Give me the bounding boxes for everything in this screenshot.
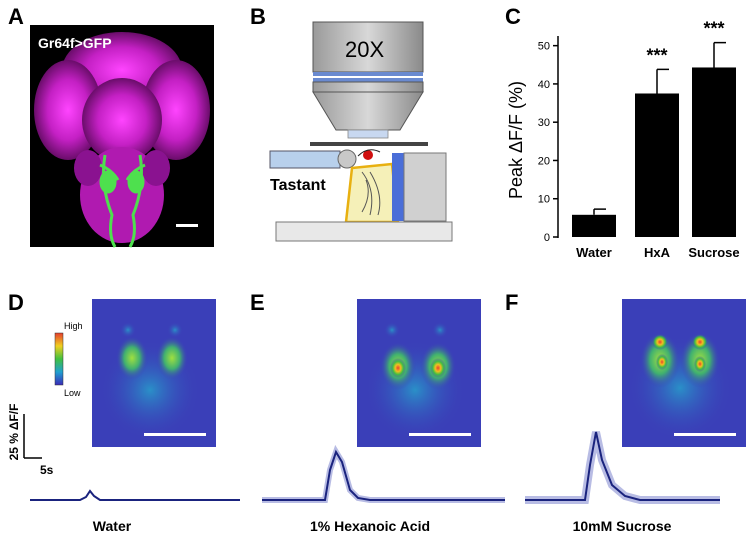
y-tick-label: 30 <box>538 117 550 129</box>
x-tick-label: Water <box>576 245 612 260</box>
condition-label-sucrose: 10mM Sucrose <box>573 518 672 534</box>
y-axis-ticks: 0 10 20 30 40 50 <box>538 41 558 244</box>
tastant-capillary <box>269 150 341 169</box>
proboscis-outline <box>357 149 381 157</box>
panel-label-f: F <box>505 290 518 315</box>
condition-label-water: Water <box>93 518 132 534</box>
colorbar-high-label: High <box>64 321 83 331</box>
scale-y-label: 25 % ΔF/F <box>7 404 21 461</box>
x-tick-label: HxA <box>644 245 671 260</box>
condition-label-hxa: 1% Hexanoic Acid <box>310 518 430 534</box>
heatmap-image <box>622 299 746 447</box>
error-bar-water <box>593 208 606 215</box>
panel-label-b: B <box>250 4 266 29</box>
panel-a: A Gr64f>GFP <box>8 4 214 248</box>
panel-d: D High Low 25 % ΔF/F 5s Water <box>7 290 240 534</box>
panel-f: F 10mM Sucrose <box>505 290 746 534</box>
calcium-trace-water <box>30 489 240 501</box>
y-tick-label: 10 <box>538 194 550 206</box>
gfp-signal <box>99 154 146 248</box>
bars: *** *** <box>572 19 736 237</box>
objective-magnification: 20X <box>345 37 384 62</box>
stage-block <box>403 152 447 222</box>
calcium-trace-sucrose <box>525 431 720 501</box>
colorbar: High Low <box>54 321 83 398</box>
scale-bar <box>176 224 198 227</box>
y-axis-label: Peak ΔF/F (%) <box>506 81 526 199</box>
bar-sucrose <box>692 67 736 237</box>
stage-base <box>275 221 453 242</box>
brain-tissue <box>34 32 210 243</box>
error-bar-hxa <box>656 68 669 94</box>
fly-head <box>337 149 357 169</box>
objective-lens: 20X <box>312 21 424 139</box>
bar-water <box>572 214 616 237</box>
coverslip <box>310 142 428 146</box>
significance-marker: *** <box>703 19 724 39</box>
panel-label-a: A <box>8 4 24 29</box>
y-tick-label: 50 <box>538 41 550 53</box>
significance-marker: *** <box>646 45 667 65</box>
panel-label-d: D <box>8 290 24 315</box>
panel-label-c: C <box>505 4 521 29</box>
panel-b: B 20X Tastant <box>250 4 453 242</box>
trace-scale-bar: 25 % ΔF/F 5s <box>7 404 54 477</box>
x-tick-labels: Water HxA Sucrose <box>576 245 739 260</box>
panel-c: C Peak ΔF/F (%) 0 10 20 30 40 50 *** *** Water… <box>505 4 740 260</box>
x-tick-label: Sucrose <box>688 245 739 260</box>
trace-error-band-hxa <box>262 444 505 503</box>
y-tick-label: 40 <box>538 79 550 91</box>
heatmap-image <box>357 299 481 447</box>
bar-hxa <box>635 93 679 237</box>
y-tick-label: 20 <box>538 155 550 167</box>
fly-body <box>361 171 381 216</box>
fly-eye <box>363 150 373 160</box>
panel-label-e: E <box>250 290 265 315</box>
genotype-label: Gr64f>GFP <box>38 35 112 51</box>
tastant-label: Tastant <box>270 177 326 194</box>
error-bar-sucrose <box>713 41 726 68</box>
panel-e: E 1% Hexanoic Acid <box>250 290 505 534</box>
colorbar-low-label: Low <box>64 388 81 398</box>
calcium-trace-hxa <box>262 449 505 501</box>
heatmap-image <box>92 299 216 447</box>
imaging-window <box>392 153 404 221</box>
scale-x-label: 5s <box>40 463 54 477</box>
y-tick-label: 0 <box>544 232 550 244</box>
fly-holder <box>344 162 400 224</box>
